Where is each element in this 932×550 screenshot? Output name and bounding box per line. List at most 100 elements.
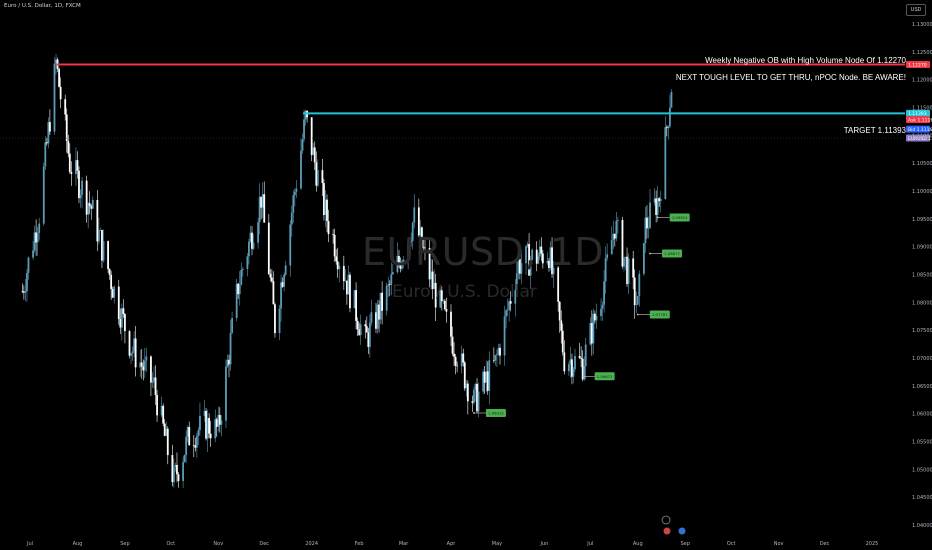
candle-body (603, 281, 605, 305)
candle-body (557, 267, 560, 302)
candle-body (142, 366, 145, 371)
candle-body (531, 249, 534, 260)
candle-body (364, 324, 367, 327)
candle-body (413, 207, 416, 223)
swing-label[interactable] (485, 408, 506, 417)
candle-body (626, 256, 628, 285)
candle-body (229, 332, 232, 365)
candle-body (368, 322, 371, 347)
currency-button[interactable]: USD (906, 4, 926, 16)
candle-body (55, 59, 57, 64)
candle-body (653, 198, 656, 203)
candle-body (569, 359, 572, 365)
candle-body (601, 304, 604, 309)
candle-body (590, 323, 593, 344)
candle-body (355, 290, 357, 321)
candle-body (473, 390, 475, 403)
candle-body (143, 360, 146, 371)
candle-body (208, 417, 211, 434)
candle-body (644, 217, 647, 244)
y-tick-label: 1.06500 (912, 384, 932, 390)
candle-body (508, 301, 511, 310)
candle-body (171, 455, 174, 483)
candle-body (140, 362, 143, 367)
candle-body (621, 220, 624, 267)
candle-body (385, 285, 388, 311)
candle-body (120, 308, 123, 328)
y-tick-label: 1.10000 (912, 189, 932, 195)
candle-body (353, 290, 356, 309)
swing-label[interactable] (594, 372, 615, 381)
candle-body (195, 436, 198, 448)
candle-body (81, 180, 83, 195)
candle-body (365, 326, 368, 333)
candle-body (529, 259, 532, 276)
candle-body (295, 188, 298, 192)
x-tick-label: Oct (727, 541, 736, 547)
candle-body (460, 353, 463, 367)
candle-body (186, 427, 189, 437)
candle-body (267, 222, 270, 275)
swing-label[interactable] (669, 213, 690, 222)
candle-body (349, 274, 351, 309)
candle-body (113, 286, 116, 298)
x-tick-label: 2025 (866, 541, 879, 547)
candle-body (214, 419, 217, 439)
x-tick-label: Feb (355, 541, 364, 547)
candle-body (238, 284, 241, 295)
candle-body (87, 203, 90, 215)
candle-body (303, 119, 305, 140)
annotation-next-level: NEXT TOUGH LEVEL TO GET THRU, nPOC Node.… (675, 73, 906, 82)
y-tick-label: 1.10500 (912, 161, 932, 167)
candle-body (235, 283, 238, 318)
candle-body (347, 274, 350, 295)
candle-body (496, 354, 498, 356)
candle-body (188, 427, 191, 446)
news-event-icon[interactable] (678, 527, 686, 535)
y-tick-label: 1.08000 (912, 300, 932, 306)
candle-body (430, 271, 432, 280)
candle-body (117, 286, 120, 320)
candle-body (107, 241, 109, 270)
swing-label[interactable] (649, 310, 670, 319)
candle-body (439, 290, 442, 308)
candle-body (454, 356, 457, 366)
candle-body (45, 142, 48, 144)
candle-body (669, 107, 671, 127)
y-tick-label: 1.13000 (912, 22, 932, 28)
candle-body (592, 313, 595, 344)
y-tick-label: 1.04000 (912, 523, 932, 529)
candle-body (160, 405, 163, 416)
candle-body (494, 355, 497, 361)
x-tick-label: Jun (539, 541, 548, 547)
candle-body (58, 68, 60, 87)
candle-body (251, 232, 253, 249)
price-tag-text: 1.11393 (908, 111, 927, 117)
y-tick-label: 1.09500 (912, 217, 932, 223)
y-tick-label: 1.08500 (912, 272, 932, 278)
candle-body (560, 320, 563, 331)
candle-body (64, 99, 67, 115)
candle-body (312, 147, 315, 155)
candle-body (466, 383, 469, 402)
candle-body (359, 324, 362, 336)
swing-label-text: 1.08877 (664, 251, 680, 256)
swing-label-text: 1.09524 (672, 215, 688, 220)
economic-event-icon[interactable] (663, 527, 671, 535)
candle-body (166, 428, 169, 456)
x-tick-label: May (492, 541, 502, 547)
price-tag (906, 109, 930, 117)
candle-body (289, 224, 292, 266)
candle-body (407, 241, 410, 260)
candle-body (375, 312, 377, 329)
candle-body (139, 362, 142, 368)
candle-body (76, 160, 79, 171)
candle-body (194, 445, 197, 448)
candle-body (293, 191, 296, 196)
candle-body (503, 316, 506, 356)
candle-body (240, 269, 243, 285)
swing-label[interactable] (662, 249, 683, 258)
candle-body (549, 247, 552, 269)
event-icon[interactable] (661, 515, 671, 525)
